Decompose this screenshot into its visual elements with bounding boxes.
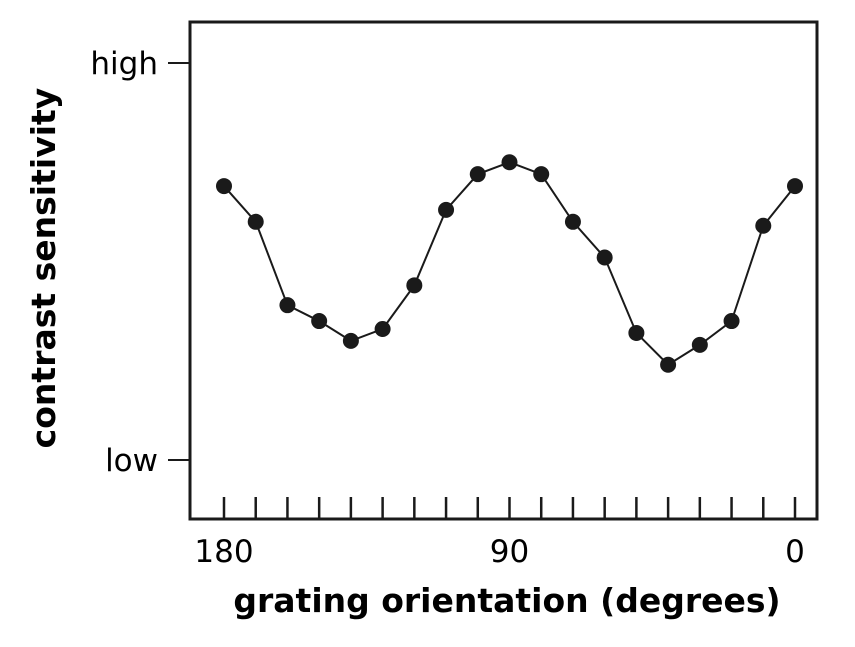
data-point [533, 166, 550, 183]
x-axis-label: grating orientation (degrees) [233, 581, 780, 620]
data-point [342, 332, 359, 349]
y-tick-label: high [90, 46, 158, 82]
data-point [660, 356, 677, 373]
y-axis-label: contrast sensitivity [24, 88, 63, 449]
data-point [564, 213, 581, 230]
data-point [406, 277, 423, 294]
x-tick-label: 180 [194, 534, 253, 570]
data-point [501, 154, 518, 171]
y-tick-label: low [105, 443, 158, 479]
series-line [223, 161, 796, 366]
x-tick-label: 0 [785, 534, 805, 570]
plot-frame [188, 20, 819, 521]
data-point [596, 249, 613, 266]
data-point [247, 213, 264, 230]
data-point [374, 320, 391, 337]
data-point [755, 217, 772, 234]
data-point [279, 297, 296, 314]
data-point [723, 313, 740, 330]
data-point [438, 201, 455, 218]
data-point [216, 178, 232, 195]
data-point [311, 313, 328, 330]
data-point [691, 336, 708, 353]
data-point [787, 178, 803, 195]
data-point [469, 166, 486, 183]
data-point [628, 324, 645, 341]
x-tick-label: 90 [490, 534, 529, 570]
